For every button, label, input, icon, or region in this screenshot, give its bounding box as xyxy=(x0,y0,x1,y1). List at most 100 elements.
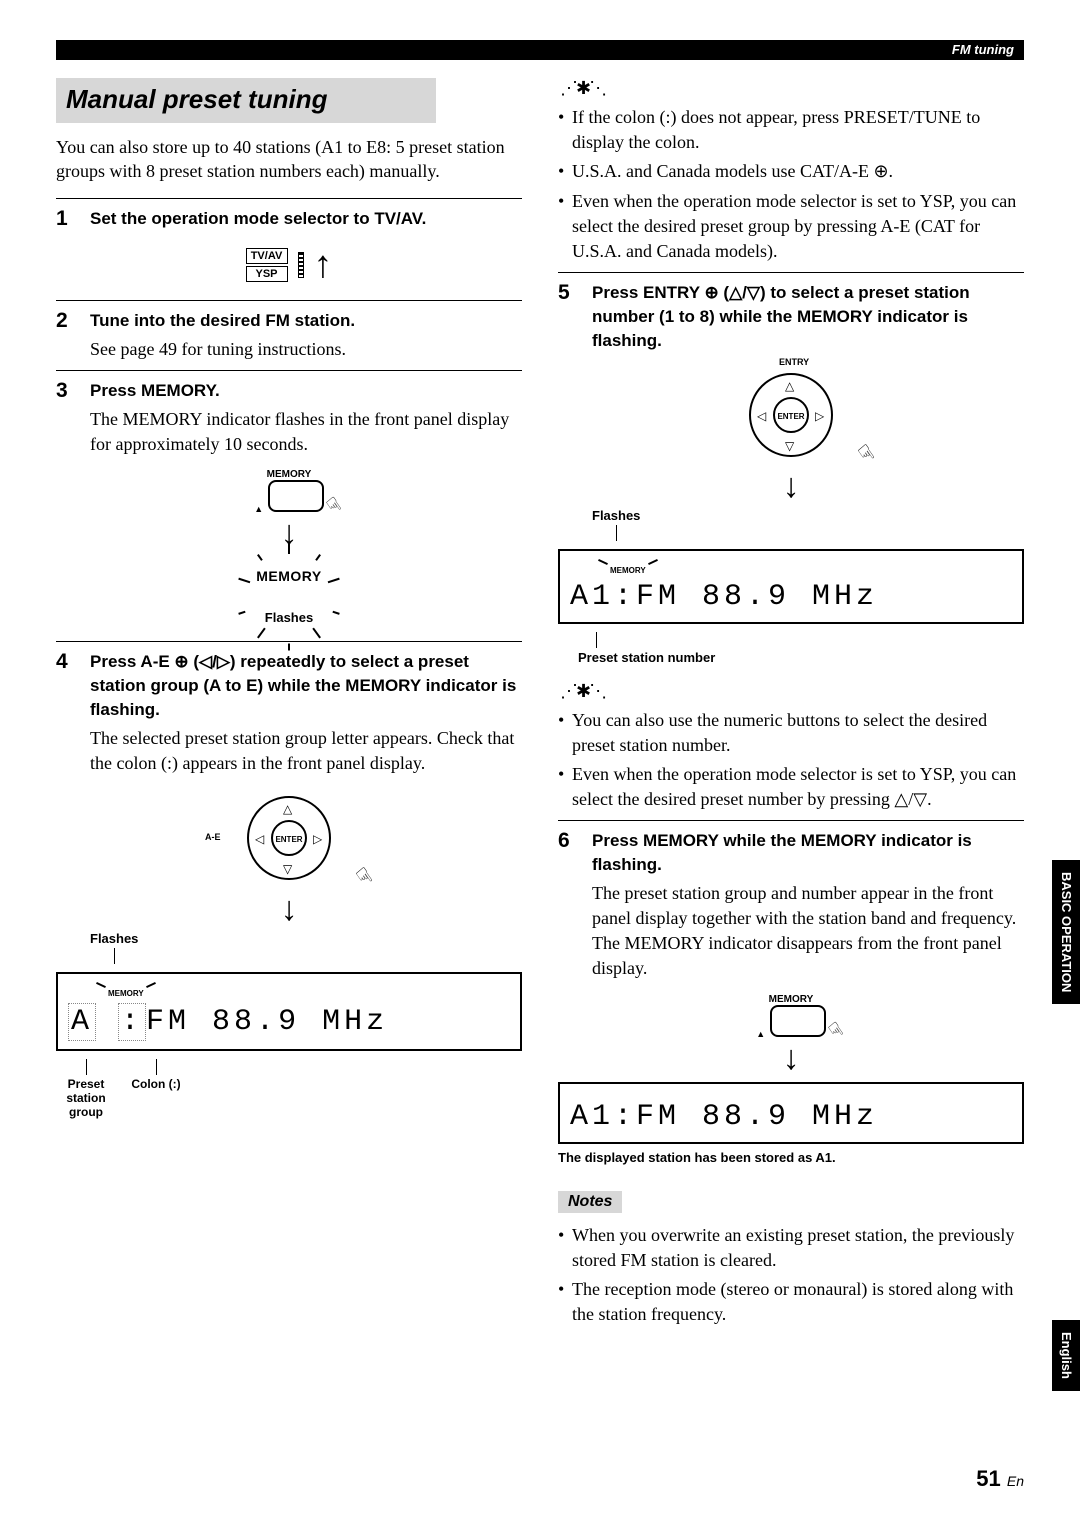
arrow-up-icon: ↑ xyxy=(314,246,333,284)
nav-wheel-icon: A-E △ ▽ ◁ ▷ ENTER ☟ xyxy=(229,788,349,888)
intro-paragraph: You can also store up to 40 stations (A1… xyxy=(56,135,522,184)
step-number: 3 xyxy=(56,379,80,403)
hand-icon: ☟ xyxy=(853,439,879,468)
triangle-down-icon: ▽ xyxy=(283,862,292,877)
page-number: 51 En xyxy=(976,1466,1024,1492)
step-3: 3 Press MEMORY. xyxy=(56,379,522,403)
triangle-left-icon: ◁ xyxy=(255,832,264,847)
slider-icon xyxy=(298,252,304,278)
triangle-up-icon: △ xyxy=(785,379,794,394)
right-column: ⋰✱⋱ If the colon (:) does not appear, pr… xyxy=(558,78,1024,1333)
step-heading: Press MEMORY while the MEMORY indicator … xyxy=(592,829,1024,877)
memory-indicator-icon: MEMORY xyxy=(610,566,646,575)
divider xyxy=(56,300,522,301)
nav-wheel-figure-ae: A-E △ ▽ ◁ ▷ ENTER ☟ ↓ Flashes MEMORY xyxy=(56,788,522,1119)
step-heading: Press ENTRY ⊕ (△/▽) to select a preset s… xyxy=(592,281,1024,352)
list-item: The reception mode (stereo or monaural) … xyxy=(572,1277,1024,1327)
step-heading: Tune into the desired FM station. xyxy=(90,309,355,333)
divider xyxy=(56,641,522,642)
ysp-label: YSP xyxy=(246,266,288,282)
lcd-under-labels: Preset station group Colon (:) xyxy=(56,1057,522,1119)
enter-button-icon: ENTER xyxy=(271,820,307,856)
memory-indicator-icon: MEMORY xyxy=(108,989,144,998)
side-tab-basic-operation: BASIC OPERATION xyxy=(1052,860,1080,1004)
step-number: 4 xyxy=(56,650,80,674)
tip-icon: ⋰✱⋱ xyxy=(560,78,605,99)
memory-button-label: MEMORY xyxy=(254,469,323,480)
step-6: 6 Press MEMORY while the MEMORY indicato… xyxy=(558,829,1024,877)
triangle-right-icon: ▷ xyxy=(313,832,322,847)
notes-list: When you overwrite an existing preset st… xyxy=(558,1223,1024,1328)
lcd-text: A :FM 88.9 MHz xyxy=(66,1003,512,1041)
tvav-selector-figure: TV/AV YSP ↑ xyxy=(56,243,522,284)
step-number: 1 xyxy=(56,207,80,231)
header-section-bar: FM tuning xyxy=(56,40,1024,60)
triangle-left-icon: ◁ xyxy=(757,409,766,424)
stored-caption: The displayed station has been stored as… xyxy=(558,1150,1024,1165)
arrow-down-icon: ↓ xyxy=(281,891,298,928)
step-4: 4 Press A-E ⊕ (◁/▷) repeatedly to select… xyxy=(56,650,522,721)
step-number: 2 xyxy=(56,309,80,333)
list-item: Even when the operation mode selector is… xyxy=(572,762,1024,812)
list-item: If the colon (:) does not appear, press … xyxy=(572,105,1024,155)
flashes-label: Flashes xyxy=(592,508,640,543)
tips-list-mid: You can also use the numeric buttons to … xyxy=(558,708,1024,813)
lcd-display: MEMORY A :FM 88.9 MHz xyxy=(56,972,522,1051)
step-heading: Set the operation mode selector to TV/AV… xyxy=(90,207,426,231)
step-number: 6 xyxy=(558,829,582,853)
list-item: U.S.A. and Canada models use CAT/A-E ⊕. xyxy=(572,159,1024,184)
left-column: Manual preset tuning You can also store … xyxy=(56,78,522,1333)
flashes-label: Flashes xyxy=(56,610,522,625)
step-body: See page 49 for tuning instructions. xyxy=(90,337,522,362)
memory-button-label: MEMORY xyxy=(756,994,825,1005)
page-title: Manual preset tuning xyxy=(56,78,436,123)
arrow-down-icon: ↓ xyxy=(783,468,800,505)
notes-heading: Notes xyxy=(558,1191,622,1213)
divider xyxy=(56,370,522,371)
lcd-display: A1:FM 88.9 MHz xyxy=(558,1082,1024,1144)
lcd-under-labels: Preset station number xyxy=(558,630,1024,665)
list-item: When you overwrite an existing preset st… xyxy=(572,1223,1024,1273)
hand-icon: ☟ xyxy=(351,862,377,891)
colon-label: Colon (:) xyxy=(131,1077,180,1091)
entry-top-label: ENTRY xyxy=(779,357,809,367)
preset-number-label: Preset station number xyxy=(578,650,715,665)
step-heading: Press MEMORY. xyxy=(90,379,220,403)
side-tab-english: English xyxy=(1052,1320,1080,1391)
tips-list-top: If the colon (:) does not appear, press … xyxy=(558,105,1024,264)
arrow-down-icon: ↓ xyxy=(783,1040,800,1077)
step-number: 5 xyxy=(558,281,582,305)
memory-store-figure: MEMORY ▲ ☟ ↓ A1:FM 88.9 MHz The displaye… xyxy=(558,994,1024,1165)
memory-flashing-icon: MEMORY xyxy=(209,551,369,601)
list-item: Even when the operation mode selector is… xyxy=(572,189,1024,265)
memory-press-figure: MEMORY ▲ ☟ ↓ MEMORY Flashes xyxy=(56,469,522,625)
ae-side-label: A-E xyxy=(205,832,221,842)
list-item: You can also use the numeric buttons to … xyxy=(572,708,1024,758)
memory-button-icon: ☟ xyxy=(770,1005,826,1037)
preset-group-label: Preset station group xyxy=(66,1077,105,1119)
step-1: 1 Set the operation mode selector to TV/… xyxy=(56,207,522,231)
divider xyxy=(56,198,522,199)
nav-wheel-icon: ENTRY △ ▽ ◁ ▷ ENTER ☟ xyxy=(731,365,851,465)
lcd-text: A1:FM 88.9 MHz xyxy=(568,1100,1014,1134)
flashes-label: Flashes xyxy=(90,931,138,966)
triangle-down-icon: ▽ xyxy=(785,439,794,454)
memory-word: MEMORY xyxy=(256,568,321,584)
tip-icon: ⋰✱⋱ xyxy=(560,681,605,702)
enter-button-icon: ENTER xyxy=(773,397,809,433)
step-5: 5 Press ENTRY ⊕ (△/▽) to select a preset… xyxy=(558,281,1024,352)
nav-wheel-figure-entry: ENTRY △ ▽ ◁ ▷ ENTER ☟ ↓ Flashes MEMORY A… xyxy=(558,365,1024,665)
step-heading: Press A-E ⊕ (◁/▷) repeatedly to select a… xyxy=(90,650,522,721)
step-body: The preset station group and number appe… xyxy=(592,881,1024,982)
mode-selector-icon: TV/AV YSP xyxy=(246,246,288,284)
triangle-right-icon: ▷ xyxy=(815,409,824,424)
two-column-layout: Manual preset tuning You can also store … xyxy=(56,78,1024,1333)
memory-button-icon: ☟ xyxy=(268,480,324,512)
step-body: The selected preset station group letter… xyxy=(90,726,522,776)
divider xyxy=(558,820,1024,821)
triangle-up-icon: △ xyxy=(283,802,292,817)
divider xyxy=(558,272,1024,273)
lcd-text: A1:FM 88.9 MHz xyxy=(568,580,1014,614)
lcd-display: MEMORY A1:FM 88.9 MHz xyxy=(558,549,1024,624)
step-body: The MEMORY indicator flashes in the fron… xyxy=(90,407,522,457)
